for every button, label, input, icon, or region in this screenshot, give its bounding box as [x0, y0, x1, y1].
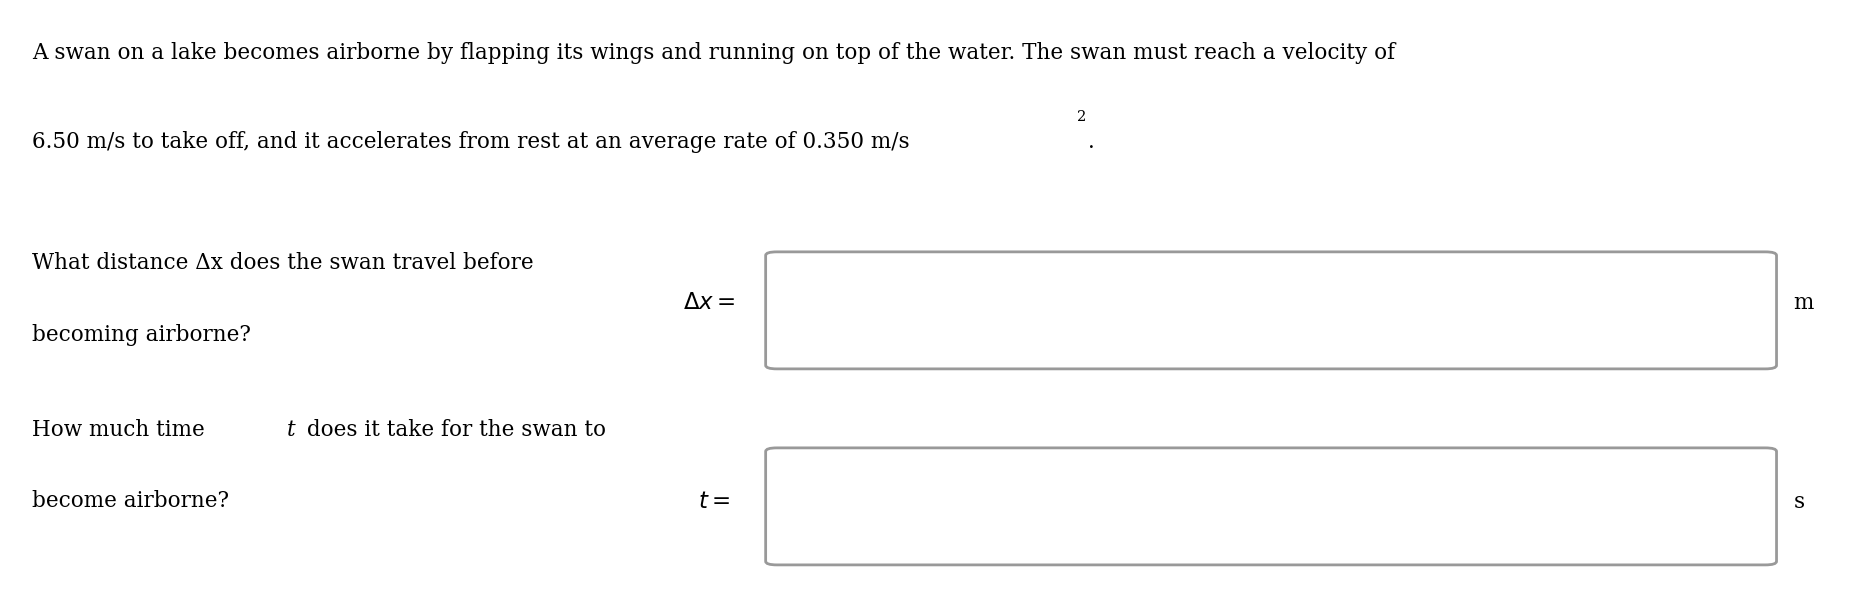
Text: $t =$: $t =$	[698, 491, 730, 513]
Text: .: .	[1088, 131, 1095, 153]
Text: How much time: How much time	[32, 419, 212, 441]
Text: A swan on a lake becomes airborne by flapping its wings and running on top of th: A swan on a lake becomes airborne by fla…	[32, 42, 1395, 64]
Text: becoming airborne?: becoming airborne?	[32, 324, 251, 346]
Text: become airborne?: become airborne?	[32, 490, 228, 512]
Text: 6.50 m/s to take off, and it accelerates from rest at an average rate of 0.350 m: 6.50 m/s to take off, and it accelerates…	[32, 131, 910, 153]
Text: m: m	[1793, 292, 1814, 314]
Text: t: t	[286, 419, 296, 441]
FancyBboxPatch shape	[766, 252, 1777, 369]
Text: s: s	[1793, 491, 1805, 513]
Text: does it take for the swan to: does it take for the swan to	[300, 419, 605, 441]
FancyBboxPatch shape	[766, 448, 1777, 565]
Text: What distance Δx does the swan travel before: What distance Δx does the swan travel be…	[32, 252, 534, 274]
Text: 2: 2	[1078, 110, 1086, 124]
Text: $\Delta x =$: $\Delta x =$	[683, 292, 736, 314]
